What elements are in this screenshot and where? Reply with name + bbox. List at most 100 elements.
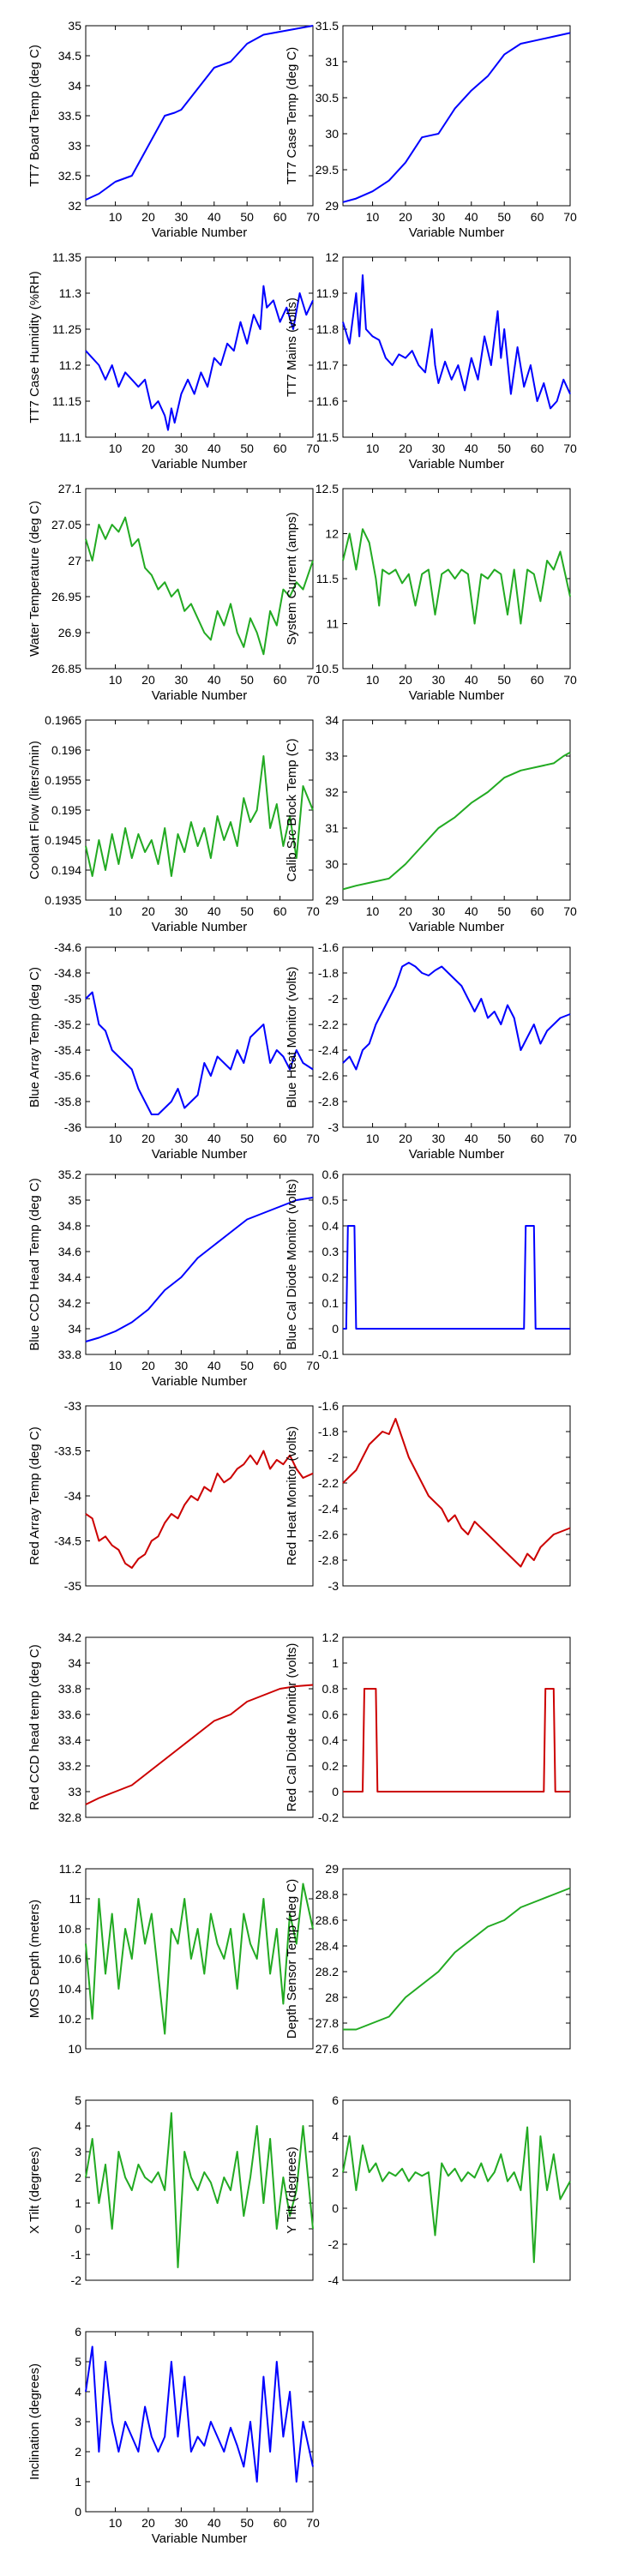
y-tick-label: -4: [328, 2273, 340, 2287]
x-tick-label: 70: [563, 1132, 577, 1145]
y-tick-label: 11.3: [59, 286, 81, 300]
x-tick-label: 50: [497, 441, 511, 455]
series-line: [342, 32, 571, 203]
y-tick-label: 11.7: [316, 358, 339, 372]
x-tick-label: 10: [366, 441, 380, 455]
x-tick-label: 30: [175, 673, 189, 687]
x-tick-label: 10: [109, 1359, 123, 1372]
y-tick-label: 0.1945: [45, 833, 81, 847]
y-tick-label: -2.6: [318, 1069, 339, 1083]
series-line: [343, 1688, 570, 1792]
x-tick-label: 50: [240, 673, 254, 687]
y-tick-label: -35.8: [54, 1095, 81, 1108]
y-tick-label: -36: [64, 1120, 81, 1134]
y-tick-label: 10: [68, 2042, 81, 2056]
y-tick-label: 0: [75, 2222, 81, 2236]
x-tick-label: 20: [399, 210, 412, 224]
x-tick-label: 70: [306, 673, 320, 687]
x-tick-label: 10: [109, 904, 123, 918]
y-tick-label: 34.2: [58, 1296, 81, 1310]
y-tick-label: 33: [68, 139, 81, 153]
x-tick-label: 50: [497, 1132, 511, 1145]
y-tick-label: 33.4: [58, 1733, 81, 1747]
x-tick-label: 40: [207, 673, 221, 687]
y-tick-label: 34.4: [58, 1270, 81, 1284]
y-tick-label: 1: [75, 2475, 81, 2489]
y-tick-label: -2: [328, 1450, 340, 1464]
y-tick-label: 34.6: [58, 1245, 81, 1258]
y-tick-label: 35: [68, 1193, 81, 1207]
y-tick-label: 34: [68, 1656, 81, 1670]
y-tick-label: -34.6: [54, 940, 81, 954]
series-line: [85, 1450, 314, 1569]
y-tick-label: 29.5: [315, 163, 339, 177]
subplot-14: -3 -2.8 -2.6 -2.4 -2.2 -2 -1.8 -1.6 Red Heat Mon…: [285, 1399, 571, 1593]
y-tick-label: 0.3: [322, 1245, 340, 1258]
x-tick-label: 10: [109, 210, 123, 224]
y-tick-label: -1.8: [318, 1425, 339, 1438]
x-tick-label: 40: [207, 441, 221, 455]
y-tick-label: 34: [325, 713, 339, 727]
y-tick-label: 0.8: [322, 1682, 340, 1696]
y-axis-label: Calib Src Block Temp (C): [285, 738, 299, 881]
y-tick-label: -2.4: [318, 1043, 339, 1057]
x-tick-label: 20: [141, 673, 155, 687]
y-tick-label: 0: [332, 1322, 339, 1336]
series-line: [85, 285, 314, 431]
x-tick-label: 30: [175, 441, 189, 455]
y-tick-label: 28.4: [315, 1939, 339, 1953]
y-tick-label: 10.8: [58, 1922, 81, 1936]
y-tick-label: 0.6: [322, 1708, 340, 1721]
y-tick-label: 0.1935: [45, 893, 81, 907]
y-axis-label: Red Heat Monitor (volts): [285, 1426, 299, 1566]
x-tick-label: 60: [273, 904, 287, 918]
x-tick-label: 40: [207, 1132, 221, 1145]
y-tick-label: -2.8: [318, 1095, 339, 1108]
x-tick-label: 20: [399, 1132, 412, 1145]
y-tick-label: 11.5: [316, 430, 339, 444]
y-tick-label: 1: [75, 2196, 81, 2210]
y-tick-label: 35: [68, 19, 81, 33]
x-tick-label: 30: [175, 2516, 189, 2530]
x-axis-label: Variable Number: [152, 920, 247, 934]
y-tick-label: -34.5: [54, 1534, 81, 1548]
y-tick-label: 34: [68, 79, 81, 93]
x-tick-label: 40: [465, 1132, 478, 1145]
y-tick-label: -35.4: [54, 1043, 81, 1057]
y-tick-label: -35.6: [54, 1069, 81, 1083]
plot-frame: [342, 719, 571, 901]
series-line: [343, 1225, 570, 1330]
series-line: [342, 274, 571, 410]
y-tick-label: 34: [68, 1322, 81, 1336]
y-tick-label: 32.8: [58, 1810, 81, 1824]
x-tick-label: 20: [141, 2516, 155, 2530]
x-axis-label: Variable Number: [152, 2531, 247, 2546]
x-axis-label: Variable Number: [152, 1374, 247, 1389]
series-line: [85, 2112, 314, 2268]
y-tick-label: -3: [328, 1579, 340, 1593]
y-axis-label: System Current (amps): [285, 512, 299, 645]
series-line: [342, 528, 571, 625]
series-line: [85, 991, 314, 1115]
y-tick-label: 33.6: [58, 1708, 81, 1721]
x-tick-label: 70: [563, 904, 577, 918]
y-tick-label: 4: [332, 2129, 339, 2143]
x-tick-label: 50: [240, 2516, 254, 2530]
y-axis-label: Red CCD head temp (deg C): [27, 1644, 42, 1810]
x-tick-label: 60: [273, 2516, 287, 2530]
plot-frame: [342, 256, 571, 438]
subplot-1: 32 32.5 33 33.5 34 34.5 35 10 20 30 40 50 60 70 Variab…: [27, 19, 320, 240]
y-tick-label: -35.2: [54, 1018, 81, 1031]
plot-frame: [85, 1636, 314, 1818]
y-tick-label: 30: [325, 127, 339, 141]
x-tick-label: 70: [306, 441, 320, 455]
x-tick-label: 60: [273, 673, 287, 687]
y-tick-label: 32.5: [58, 169, 81, 183]
y-tick-label: 1.2: [322, 1630, 340, 1644]
y-tick-label: -33: [64, 1399, 81, 1413]
x-axis-label: Variable Number: [152, 1147, 247, 1162]
y-tick-label: 11.15: [52, 394, 81, 408]
x-tick-label: 10: [109, 441, 123, 455]
y-tick-label: -2: [71, 2273, 82, 2287]
